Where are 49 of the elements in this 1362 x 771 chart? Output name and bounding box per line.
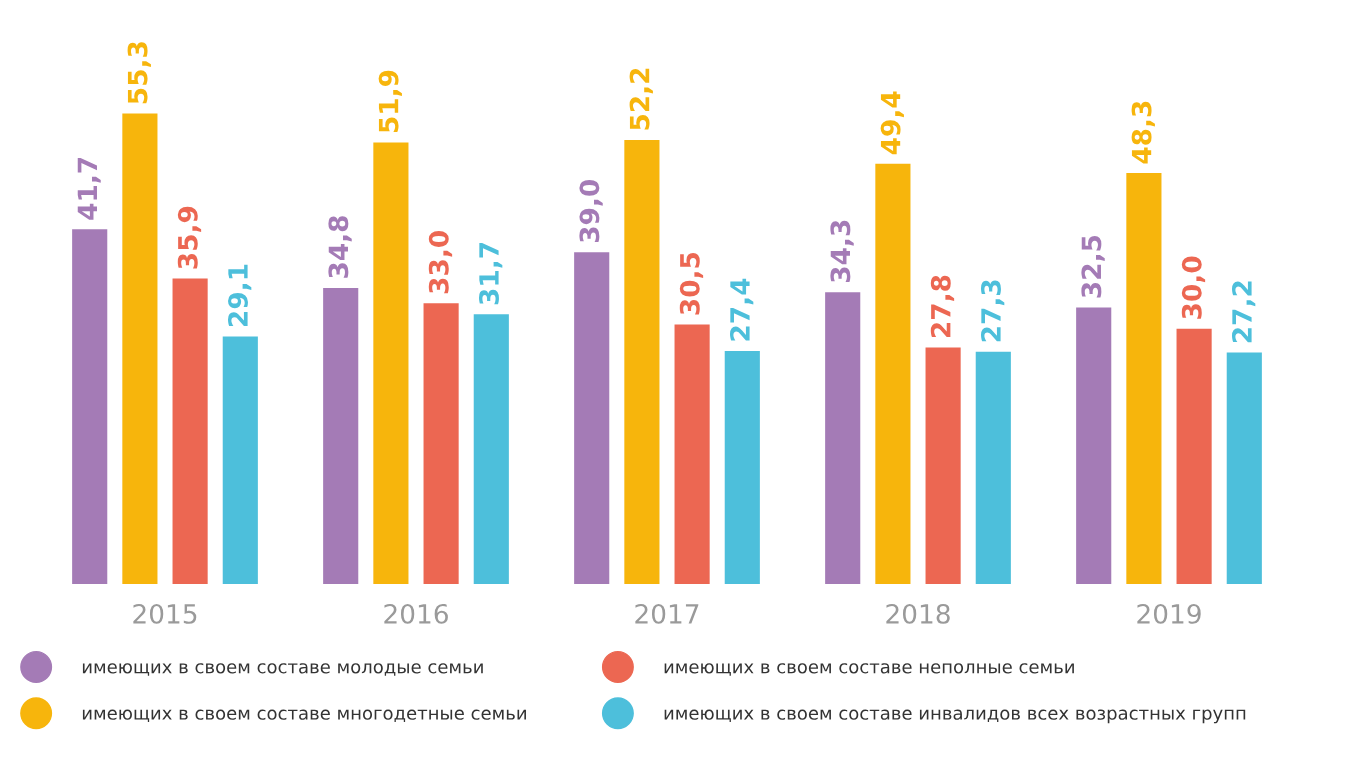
data-label: 34,8 xyxy=(328,216,352,278)
data-label: 27,2 xyxy=(1232,281,1256,343)
legend-label: имеющих в своем составе многодетные семьи xyxy=(82,709,526,723)
x-tick-label: 2018 xyxy=(886,603,950,624)
bar xyxy=(172,278,208,584)
bar xyxy=(373,142,409,584)
bar xyxy=(1176,328,1212,584)
bar xyxy=(574,252,610,584)
data-label: 30,0 xyxy=(1181,256,1206,319)
bar xyxy=(1076,307,1112,584)
bar xyxy=(222,336,258,584)
data-label: 48,3 xyxy=(1131,101,1155,164)
bar xyxy=(423,303,459,584)
data-label: 27,4 xyxy=(730,278,754,341)
data-label: 33,0 xyxy=(428,231,453,294)
bar xyxy=(875,163,911,584)
bar xyxy=(674,324,710,584)
bar xyxy=(1126,173,1162,584)
bar xyxy=(122,113,158,584)
data-label: 34,3 xyxy=(830,220,854,283)
data-label: 35,9 xyxy=(177,206,202,269)
x-tick-label: 2017 xyxy=(635,603,699,624)
data-label: 32,5 xyxy=(1081,235,1105,298)
data-label: 52,2 xyxy=(629,68,653,130)
data-label: 30,5 xyxy=(679,252,704,315)
bar xyxy=(72,229,108,584)
data-label: 29,1 xyxy=(228,264,252,327)
bar xyxy=(624,139,660,584)
x-tick-label: 2016 xyxy=(384,603,448,624)
bar xyxy=(724,350,760,584)
data-label: 27,8 xyxy=(930,275,955,338)
bar xyxy=(1226,352,1262,584)
data-label: 27,3 xyxy=(981,280,1005,342)
bar xyxy=(473,314,509,584)
legend-label: имеющих в своем составе неполные семьи xyxy=(664,663,1074,676)
legend-label: имеющих в своем составе молодые семьи xyxy=(82,663,483,676)
data-label: 51,9 xyxy=(378,70,402,133)
data-label: 41,7 xyxy=(77,157,101,220)
data-label: 31,7 xyxy=(479,242,503,305)
bar xyxy=(825,292,861,584)
data-label: 55,3 xyxy=(127,42,151,104)
data-label: 49,4 xyxy=(880,91,904,155)
bar xyxy=(975,351,1011,584)
data-label: 39,0 xyxy=(579,180,603,243)
x-tick-label: 2019 xyxy=(1137,603,1201,624)
bar xyxy=(925,347,961,584)
x-tick-label: 2015 xyxy=(133,603,197,624)
legend-label: имеющих в своем составе инвалидов всех возрастных групп xyxy=(664,709,1246,724)
bar xyxy=(323,287,359,584)
